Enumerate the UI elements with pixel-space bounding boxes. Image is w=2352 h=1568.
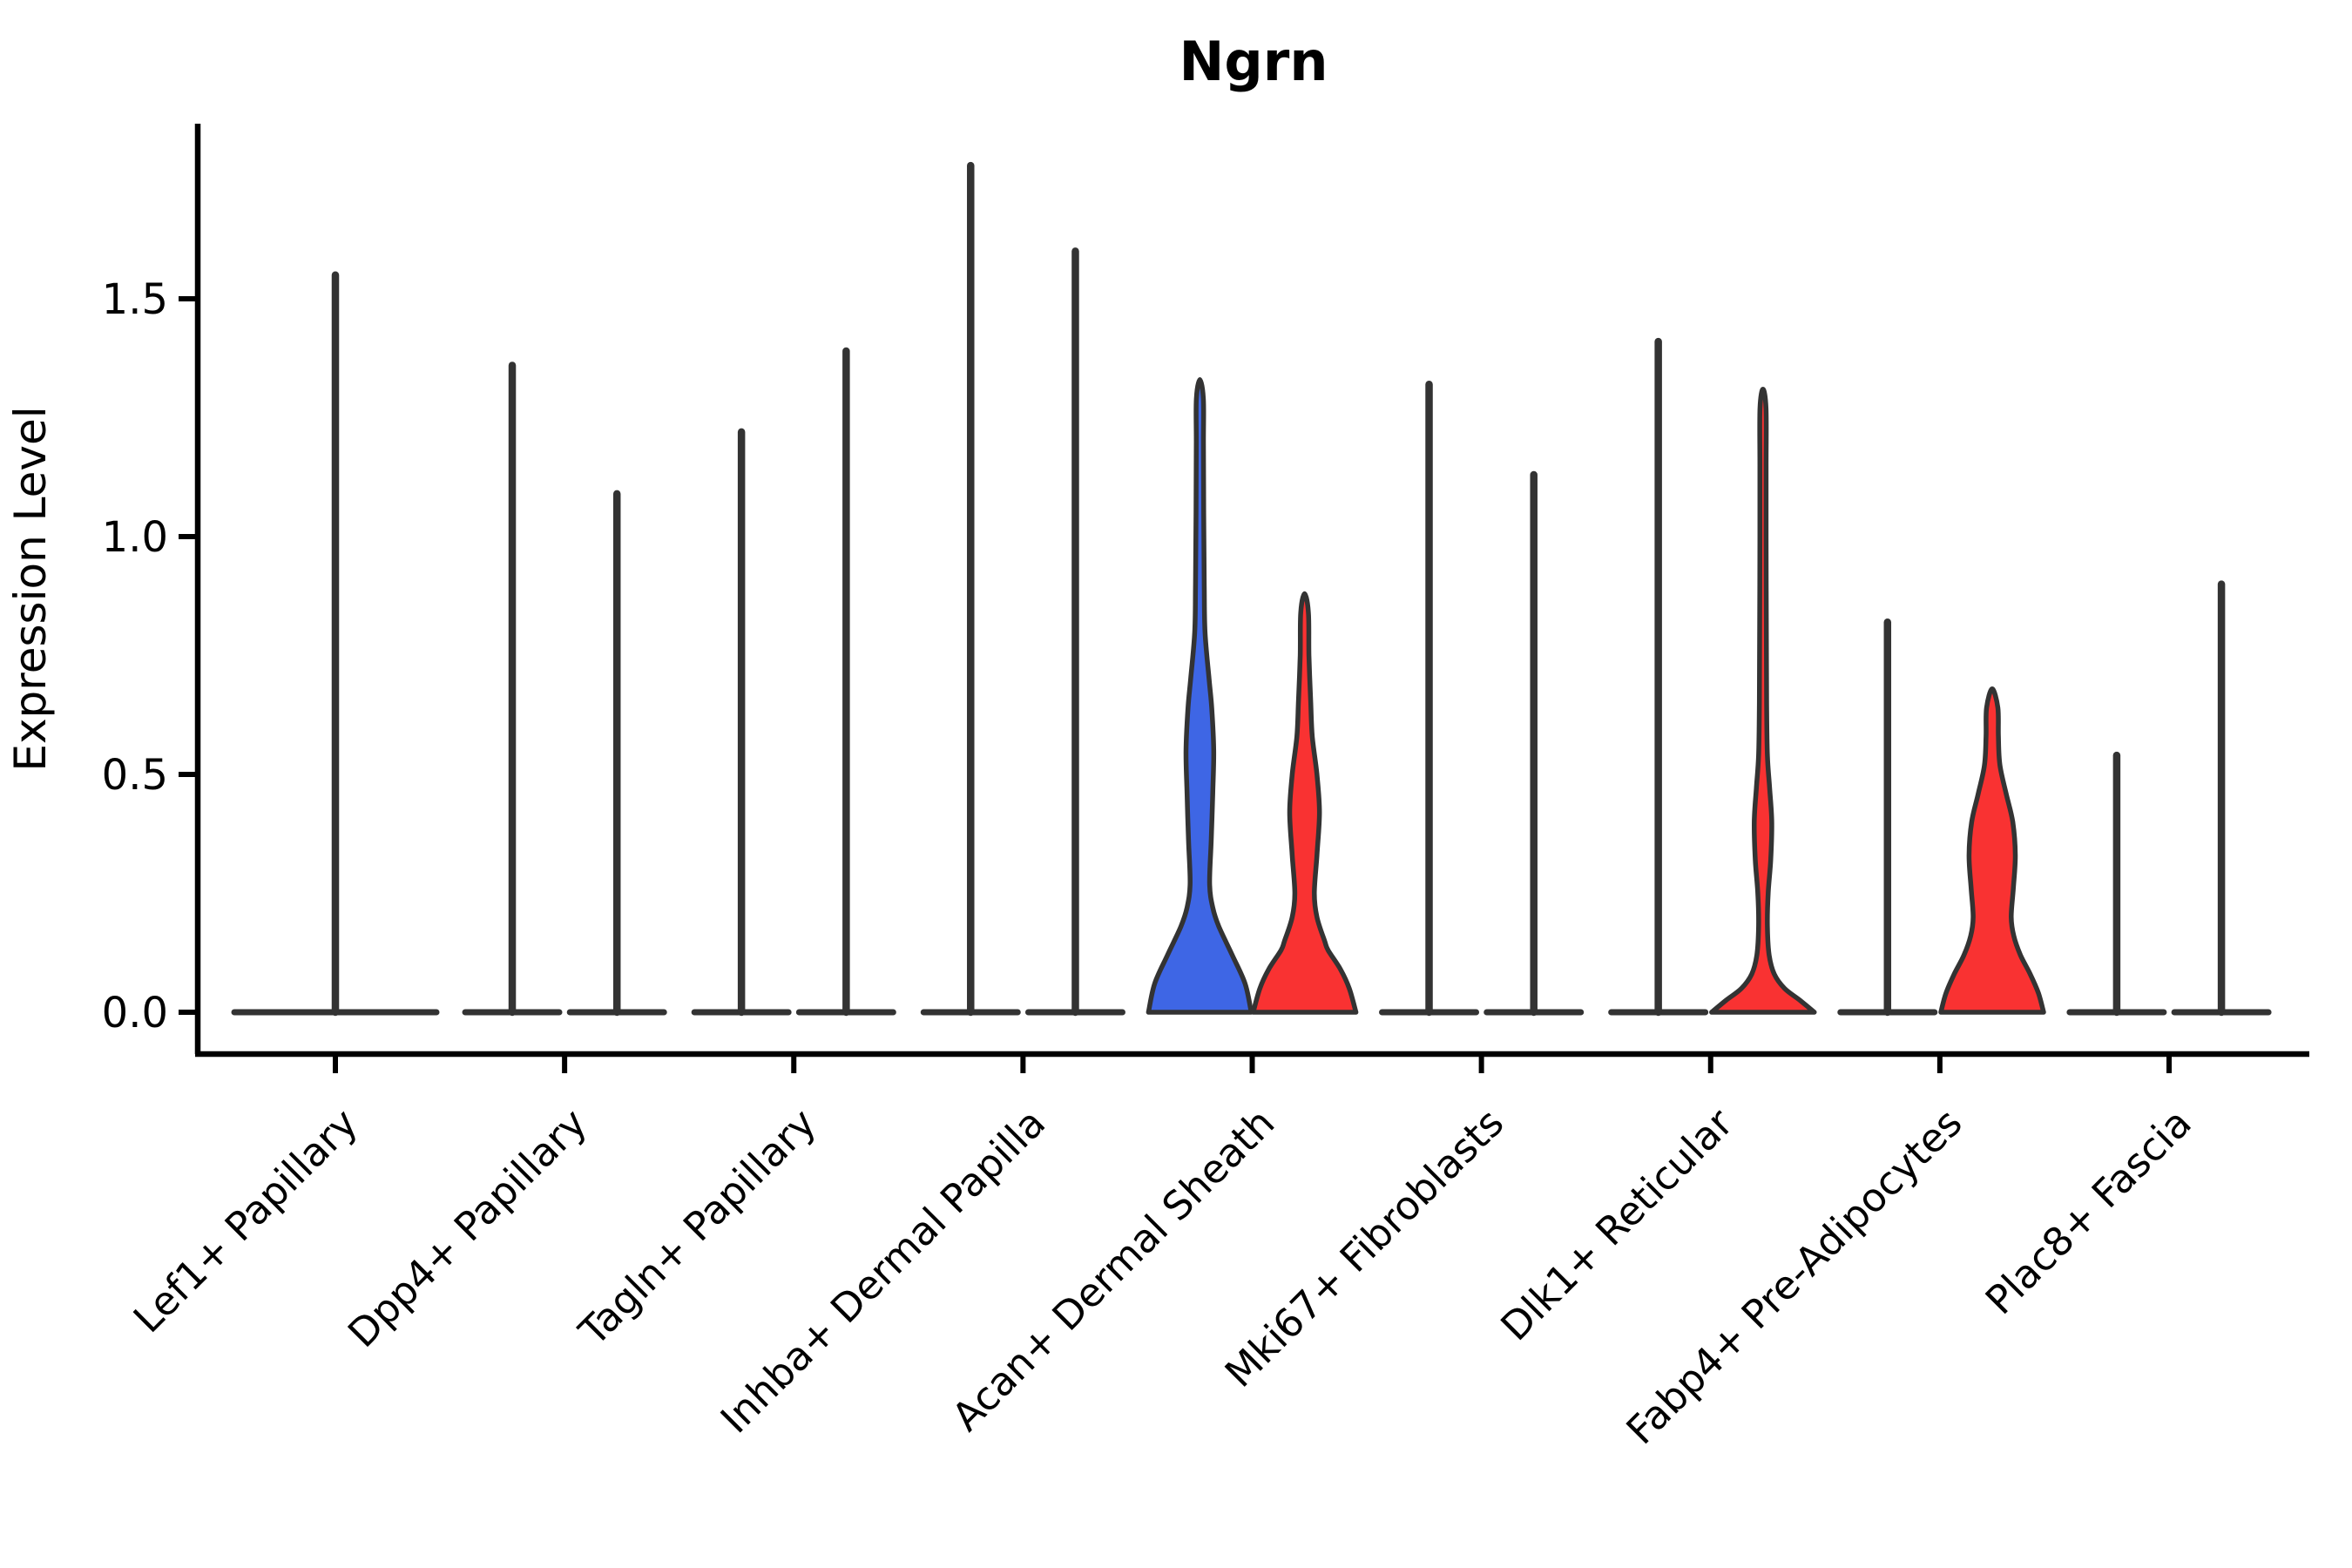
x-tick-label: Plac8+ Fascia [1977,1099,2200,1323]
x-tick-label: Tagln+ Papillary [570,1099,825,1355]
y-tick-label: 0.5 [102,751,168,800]
y-tick-label: 0.0 [102,989,168,1037]
y-axis-label: Expression Level [5,406,56,771]
x-tick-label: Lef1+ Papillary [125,1099,367,1342]
violin-blue [1146,377,1254,1015]
x-tick-label: Dlk1+ Reticular [1492,1099,1742,1349]
y-tick-label: 1.0 [102,513,168,562]
y-ticks-layer: 0.0 0.5 1.0 1.5 [102,275,198,1037]
violin-red [1938,686,2046,1015]
violin-red [1709,386,1817,1015]
x-tick-label: Dpp4+ Papillary [339,1099,596,1356]
violin-red [1250,591,1359,1015]
x-ticks-layer [333,1054,2172,1073]
violins-layer [231,161,2272,1017]
plot-title: Ngrn [1179,30,1328,93]
y-tick-label: 1.5 [102,275,168,324]
